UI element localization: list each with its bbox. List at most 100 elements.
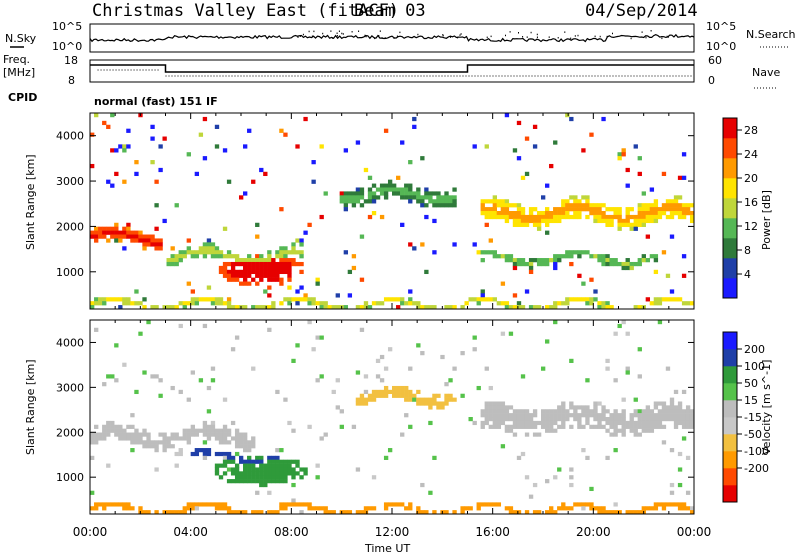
heatmap-cell xyxy=(669,448,675,453)
heatmap-cell xyxy=(565,301,570,306)
heatmap-cell xyxy=(545,424,550,429)
heatmap-cell xyxy=(657,417,663,422)
heatmap-cell xyxy=(166,261,171,267)
heatmap-cell xyxy=(371,397,377,402)
heatmap-cell xyxy=(174,436,179,441)
nsearch-point xyxy=(374,37,376,40)
heatmap-cell xyxy=(383,366,389,371)
nsearch-point xyxy=(442,34,444,36)
heatmap-cell xyxy=(677,506,683,511)
heatmap-cell xyxy=(536,258,542,263)
heatmap-cell xyxy=(432,305,437,310)
heatmap-cell xyxy=(645,420,651,426)
heatmap-cell xyxy=(126,222,131,227)
heatmap-cell xyxy=(641,428,646,433)
heatmap-cell xyxy=(516,510,522,515)
heatmap-cell xyxy=(641,254,646,259)
heatmap-cell xyxy=(359,305,365,310)
heatmap-cell xyxy=(585,413,590,418)
heatmap-cell xyxy=(243,273,248,278)
heatmap-cell xyxy=(649,207,655,212)
heatmap-cell xyxy=(673,405,679,410)
heatmap-cell xyxy=(633,261,638,267)
heatmap-cell xyxy=(259,277,264,282)
heatmap-cell xyxy=(222,506,228,511)
heatmap-cell xyxy=(375,389,381,395)
heatmap-cell xyxy=(126,234,131,239)
heatmap-cell xyxy=(601,261,606,267)
heatmap-cell xyxy=(565,413,570,418)
heatmap-cell xyxy=(234,305,240,310)
heatmap-cell xyxy=(234,254,240,259)
heatmap-cell xyxy=(275,475,280,480)
heatmap-cell xyxy=(428,199,433,204)
heatmap-cell xyxy=(238,258,244,263)
heatmap-cell xyxy=(251,467,256,472)
heatmap-cell xyxy=(420,401,425,406)
heatmap-cell xyxy=(581,424,586,429)
nsearch-point xyxy=(330,30,332,32)
heatmap-cell xyxy=(383,195,389,200)
heatmap-cell xyxy=(553,409,558,414)
heatmap-cell xyxy=(488,199,493,204)
heatmap-cell xyxy=(601,405,606,410)
velocity-heatmap-cells xyxy=(90,320,695,515)
heatmap-cell xyxy=(577,413,582,418)
heatmap-cell xyxy=(234,269,240,275)
heatmap-cell xyxy=(307,424,312,429)
heatmap-cell xyxy=(420,195,425,200)
heatmap-cell xyxy=(553,140,558,145)
heatmap-cell xyxy=(496,301,502,306)
heatmap-cell xyxy=(202,448,208,453)
heatmap-cell xyxy=(150,305,155,310)
heatmap-cell xyxy=(601,417,606,422)
heatmap-cell xyxy=(142,297,147,302)
heatmap-cell xyxy=(420,203,425,208)
heatmap-cell xyxy=(416,401,421,406)
heatmap-cell xyxy=(271,273,276,278)
heatmap-cell xyxy=(565,254,570,259)
heatmap-cell xyxy=(259,463,264,468)
heatmap-cell xyxy=(311,506,316,511)
heatmap-cell xyxy=(601,413,606,418)
heatmap-cell xyxy=(383,502,389,507)
nsearch-point xyxy=(574,35,576,37)
heatmap-cell xyxy=(601,510,606,515)
heatmap-cell xyxy=(251,179,256,184)
heatmap-cell xyxy=(573,203,578,208)
heatmap-cell xyxy=(339,424,344,429)
heatmap-cell xyxy=(589,277,594,282)
heatmap-cell xyxy=(359,195,365,200)
heatmap-cell xyxy=(126,128,131,133)
heatmap-cell xyxy=(271,301,276,306)
heatmap-cell xyxy=(379,187,385,192)
heatmap-cell xyxy=(681,506,687,511)
heatmap-cell xyxy=(291,246,296,251)
heatmap-cell xyxy=(154,305,159,310)
heatmap-cell xyxy=(589,413,594,418)
heatmap-cell xyxy=(528,417,534,422)
heatmap-cell xyxy=(484,413,489,418)
colorbar-tick-label: 200 xyxy=(744,343,765,356)
heatmap-cell xyxy=(553,428,558,433)
heatmap-cell xyxy=(504,113,510,118)
heatmap-cell xyxy=(251,261,256,267)
heatmap-cell xyxy=(303,471,308,476)
heatmap-cell xyxy=(532,432,538,437)
x-tick-label: 16:00 xyxy=(475,525,510,539)
heatmap-cell xyxy=(685,455,691,460)
heatmap-cell xyxy=(669,203,675,208)
heatmap-cell xyxy=(432,455,437,460)
heatmap-cell xyxy=(609,258,614,263)
heatmap-cell xyxy=(210,432,216,437)
heatmap-cell xyxy=(194,171,200,177)
heatmap-cell xyxy=(271,265,276,271)
heatmap-cell xyxy=(416,397,421,402)
colorbar-swatch xyxy=(723,178,737,199)
heatmap-cell xyxy=(589,254,594,259)
heatmap-cell xyxy=(363,506,369,511)
heatmap-cell xyxy=(126,230,131,235)
heatmap-cell xyxy=(532,305,538,310)
heatmap-cell xyxy=(283,502,288,507)
nsearch-point xyxy=(417,33,419,36)
